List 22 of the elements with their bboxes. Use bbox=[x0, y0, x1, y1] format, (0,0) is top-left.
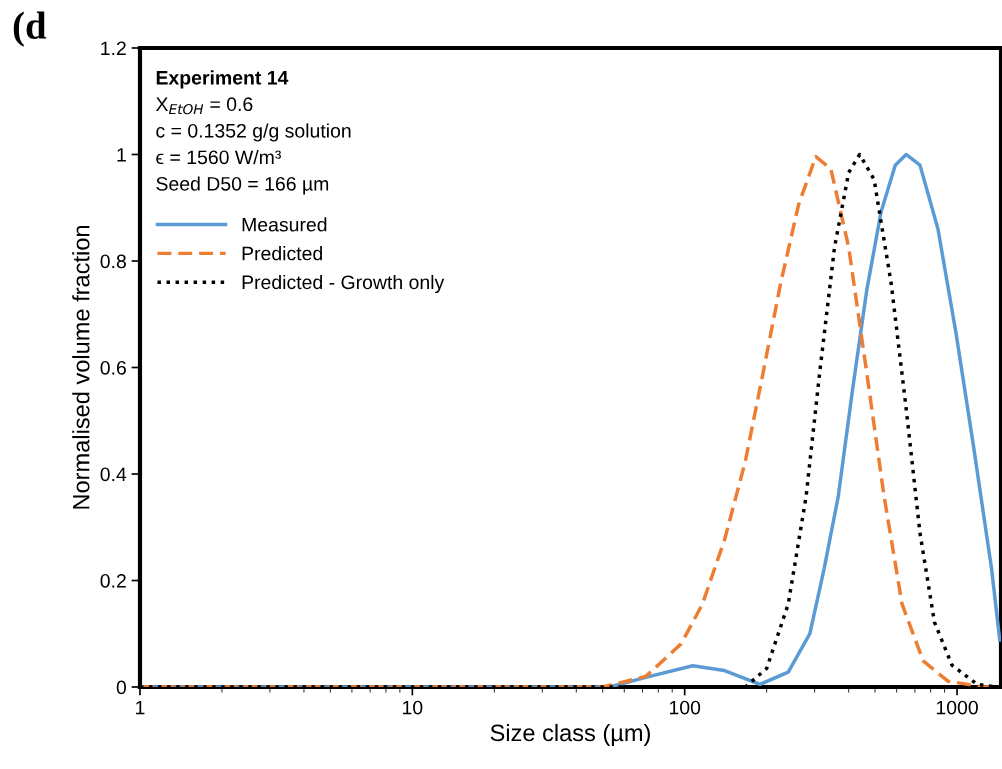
x-axis-title: Size class (µm) bbox=[490, 723, 650, 746]
annotation: ϵ = 1560 W/m³ bbox=[156, 149, 281, 165]
legend-label: Measured bbox=[242, 217, 327, 232]
y-tick-label: 1 bbox=[117, 148, 126, 162]
y-tick-label: 1.2 bbox=[101, 41, 126, 56]
y-axis-title: Normalised volume fraction bbox=[72, 226, 90, 509]
x-tick-label: 1 bbox=[136, 700, 145, 715]
annotation: Experiment 14 bbox=[156, 70, 289, 89]
text: (d bbox=[13, 11, 47, 47]
y-tick-label: 0.4 bbox=[100, 467, 127, 482]
annotation: c = 0.1352 g/g solution bbox=[156, 123, 351, 142]
x-tick-label: 100 bbox=[669, 700, 701, 715]
y-tick-label: 0.6 bbox=[100, 360, 126, 375]
x-tick-label: 1000 bbox=[936, 700, 978, 715]
y-tick-label: 0 bbox=[116, 680, 127, 695]
y-tick-label: 0.8 bbox=[100, 254, 126, 269]
annotation: Seed D50 = 166 µm bbox=[156, 176, 329, 195]
y-tick-label: 0.2 bbox=[100, 573, 126, 588]
legend-label: Predicted - Growth only bbox=[242, 274, 445, 294]
x-tick-label: 10 bbox=[403, 700, 423, 715]
legend-label: Predicted bbox=[242, 246, 322, 261]
annotation: X$_{EtOH}$ = 0.6 bbox=[155, 97, 253, 115]
